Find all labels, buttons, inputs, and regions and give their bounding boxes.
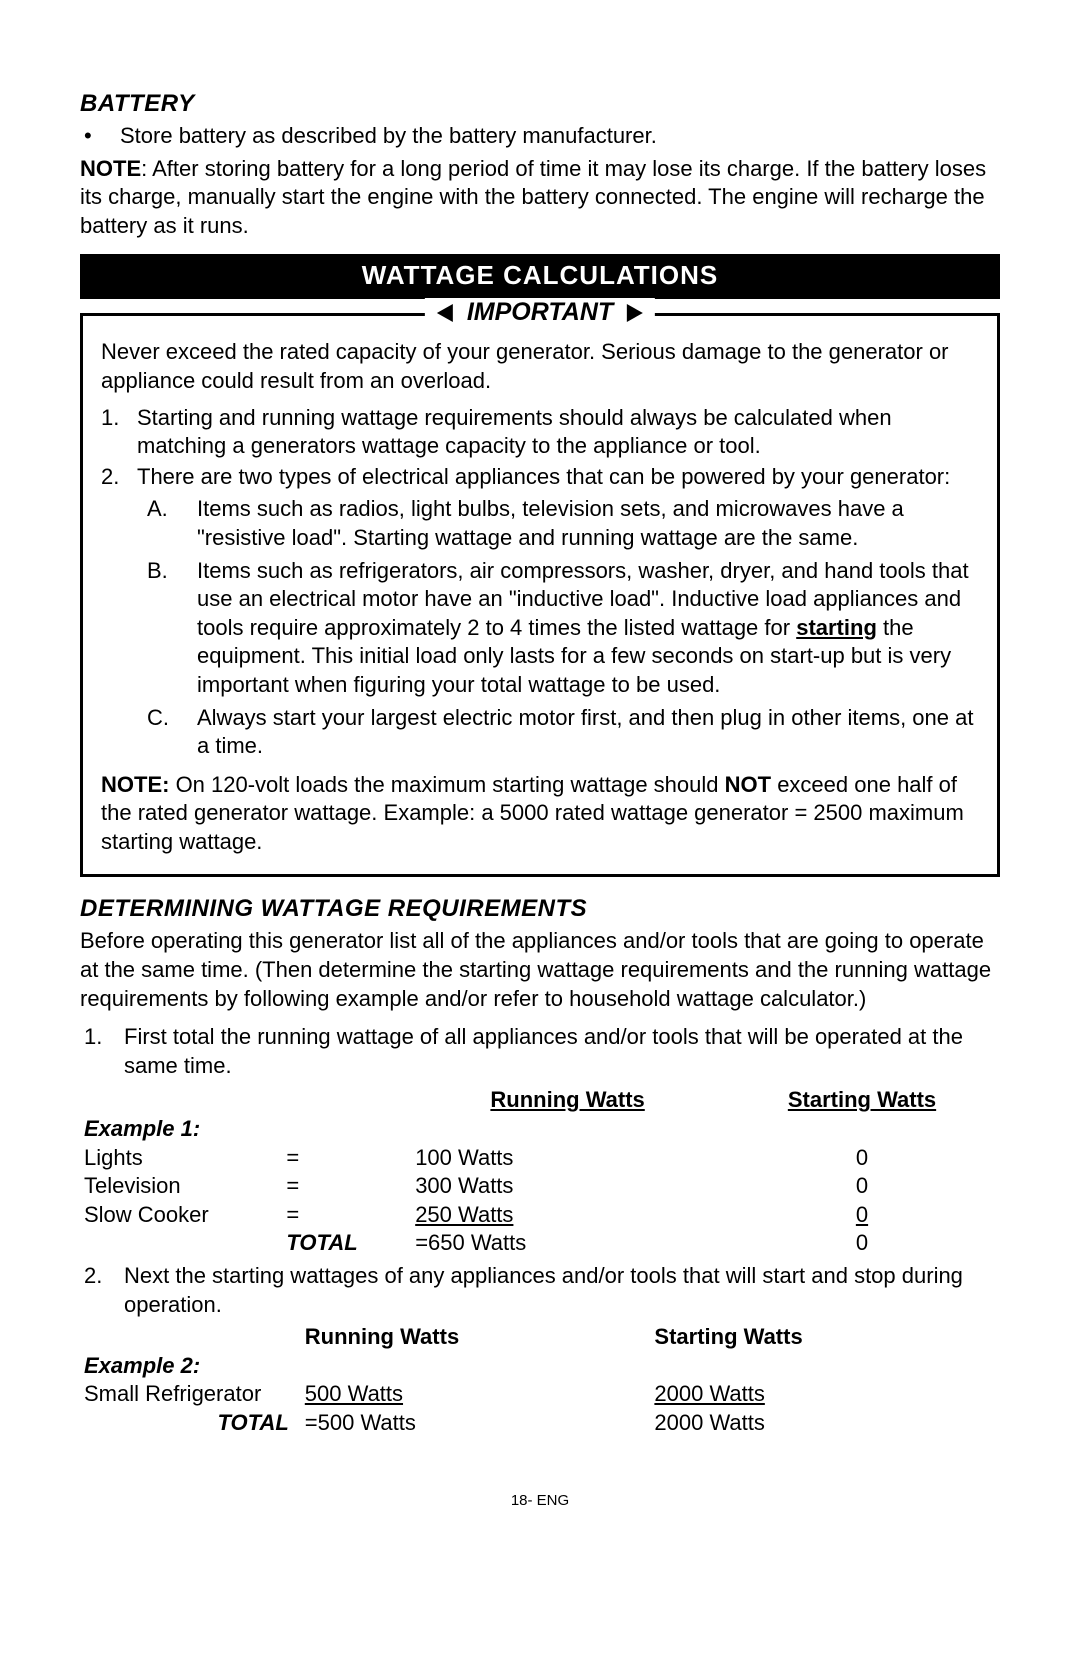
important-note-label: NOTE: — [101, 772, 169, 797]
important-legend: IMPORTANT — [425, 298, 655, 327]
table-row: Lights = 100 Watts 0 — [80, 1144, 1000, 1173]
starting-watts-header: Starting Watts — [724, 1086, 1000, 1115]
step-2-num: 2. — [80, 1262, 124, 1319]
page-footer: 18- ENG — [80, 1492, 1000, 1509]
step-1-text: First total the running wattage of all a… — [124, 1023, 1000, 1080]
alpha-c-text: Always start your largest electric motor… — [197, 704, 979, 761]
example2-table: Running Watts Starting Watts Example 2: … — [80, 1323, 1000, 1437]
arrow-left-icon — [437, 304, 453, 322]
important-numbered-list: 1. Starting and running wattage requirem… — [101, 404, 979, 761]
important-note-strong: NOT — [725, 772, 771, 797]
table-row: Example 2: — [80, 1352, 1000, 1381]
row-name: Lights — [80, 1144, 282, 1173]
battery-bullet: • Store battery as described by the batt… — [80, 122, 1000, 151]
row-starting: 0 — [724, 1201, 1000, 1230]
row-name: Television — [80, 1172, 282, 1201]
example1-label: Example 1: — [80, 1115, 1000, 1144]
alpha-b: B. Items such as refrigerators, air comp… — [147, 557, 979, 700]
determining-heading: DETERMINING WATTAGE REQUIREMENTS — [80, 895, 1000, 923]
row-name: Slow Cooker — [80, 1201, 282, 1230]
step-2: 2. Next the starting wattages of any app… — [80, 1262, 1000, 1319]
row-eq: = — [282, 1201, 411, 1230]
table-row: Television = 300 Watts 0 — [80, 1172, 1000, 1201]
alpha-c: C. Always start your largest electric mo… — [147, 704, 979, 761]
important-intro: Never exceed the rated capacity of your … — [101, 338, 979, 395]
table-row: Example 1: — [80, 1115, 1000, 1144]
row-starting: 0 — [724, 1172, 1000, 1201]
num-1: 1. — [101, 404, 137, 461]
total-label: TOTAL — [80, 1409, 301, 1438]
table-row: Running Watts Starting Watts — [80, 1323, 1000, 1352]
total-starting: 2000 Watts — [650, 1409, 1000, 1438]
starting-watts-header: Starting Watts — [650, 1323, 1000, 1352]
running-watts-header: Running Watts — [411, 1086, 724, 1115]
note-label: NOTE — [80, 156, 141, 181]
important-box: IMPORTANT Never exceed the rated capacit… — [80, 313, 1000, 877]
important-item-1: 1. Starting and running wattage requirem… — [101, 404, 979, 461]
row-running: 100 Watts — [411, 1144, 724, 1173]
alpha-b-text: Items such as refrigerators, air compres… — [197, 557, 979, 700]
table-row: Slow Cooker = 250 Watts 0 — [80, 1201, 1000, 1230]
example2-label: Example 2: — [80, 1352, 1000, 1381]
table-row: TOTAL =650 Watts 0 — [80, 1229, 1000, 1258]
determining-intro: Before operating this generator list all… — [80, 927, 1000, 1013]
step-1: 1. First total the running wattage of al… — [80, 1023, 1000, 1080]
important-note-pre: On 120-volt loads the maximum starting w… — [169, 772, 724, 797]
important-item-1-text: Starting and running wattage requirement… — [137, 404, 979, 461]
table-row: Small Refrigerator 500 Watts 2000 Watts — [80, 1380, 1000, 1409]
running-watts-header: Running Watts — [301, 1323, 651, 1352]
row-eq: = — [282, 1144, 411, 1173]
example1-table: Running Watts Starting Watts Example 1: … — [80, 1086, 1000, 1258]
row-running: 250 Watts — [411, 1201, 724, 1230]
total-running: =650 Watts — [411, 1229, 724, 1258]
table-row: Running Watts Starting Watts — [80, 1086, 1000, 1115]
document-page: BATTERY • Store battery as described by … — [0, 0, 1080, 1549]
row-name: Small Refrigerator — [80, 1380, 301, 1409]
row-running: 500 Watts — [305, 1381, 403, 1406]
alpha-a-text: Items such as radios, light bulbs, telev… — [197, 495, 979, 552]
total-starting: 0 — [724, 1229, 1000, 1258]
important-legend-text: IMPORTANT — [467, 298, 613, 327]
step-1-num: 1. — [80, 1023, 124, 1080]
table-row: TOTAL =500 Watts 2000 Watts — [80, 1409, 1000, 1438]
row-eq: = — [282, 1172, 411, 1201]
battery-note: NOTE: After storing battery for a long p… — [80, 155, 1000, 241]
alpha-a-label: A. — [147, 495, 197, 552]
important-note: NOTE: On 120-volt loads the maximum star… — [101, 771, 979, 857]
wattage-calculations-bar: WATTAGE CALCULATIONS — [80, 254, 1000, 299]
arrow-right-icon — [627, 304, 643, 322]
important-item-2: 2. There are two types of electrical app… — [101, 463, 979, 492]
step-2-text: Next the starting wattages of any applia… — [124, 1262, 1000, 1319]
row-starting: 0 — [724, 1144, 1000, 1173]
alpha-b-label: B. — [147, 557, 197, 700]
bullet-dot: • — [80, 122, 120, 151]
row-running: 300 Watts — [411, 1172, 724, 1201]
important-item-2-text: There are two types of electrical applia… — [137, 463, 950, 492]
important-alpha-list: A. Items such as radios, light bulbs, te… — [147, 495, 979, 760]
battery-bullet-text: Store battery as described by the batter… — [120, 122, 657, 151]
num-2: 2. — [101, 463, 137, 492]
row-starting: 2000 Watts — [654, 1381, 764, 1406]
alpha-b-strong: starting — [796, 615, 877, 640]
alpha-c-label: C. — [147, 704, 197, 761]
battery-heading: BATTERY — [80, 90, 1000, 118]
total-label: TOTAL — [282, 1229, 411, 1258]
alpha-a: A. Items such as radios, light bulbs, te… — [147, 495, 979, 552]
battery-note-text: : After storing battery for a long perio… — [80, 156, 986, 238]
total-running: =500 Watts — [301, 1409, 651, 1438]
